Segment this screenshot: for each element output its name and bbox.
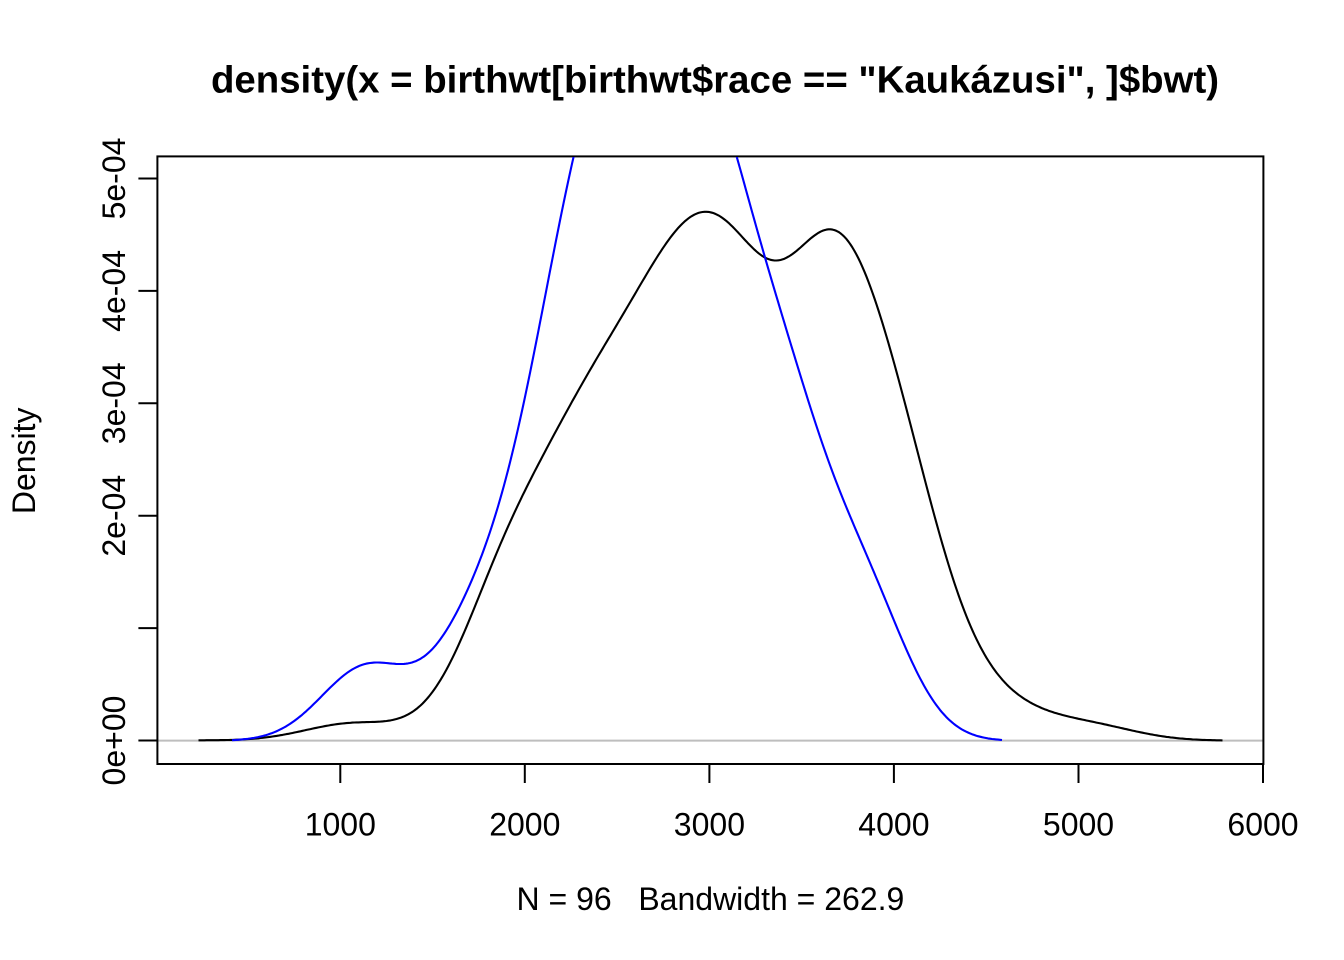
svg-text:3e-04: 3e-04 [96,362,132,444]
svg-text:5e-04: 5e-04 [96,138,132,220]
svg-text:2e-04: 2e-04 [96,475,132,557]
svg-text:6000: 6000 [1227,807,1298,843]
svg-text:3000: 3000 [674,807,745,843]
svg-text:0e+00: 0e+00 [96,696,132,786]
svg-text:N = 96 Bandwidth = 262.9: N = 96 Bandwidth = 262.9 [516,881,904,917]
svg-text:Density: Density [6,407,42,514]
svg-text:4000: 4000 [858,807,929,843]
svg-text:1000: 1000 [305,807,376,843]
svg-text:2000: 2000 [489,807,560,843]
svg-text:5000: 5000 [1043,807,1114,843]
svg-text:4e-04: 4e-04 [96,250,132,332]
svg-text:density(x = birthwt[birthwt$ra: density(x = birthwt[birthwt$race == "Kau… [211,59,1219,102]
